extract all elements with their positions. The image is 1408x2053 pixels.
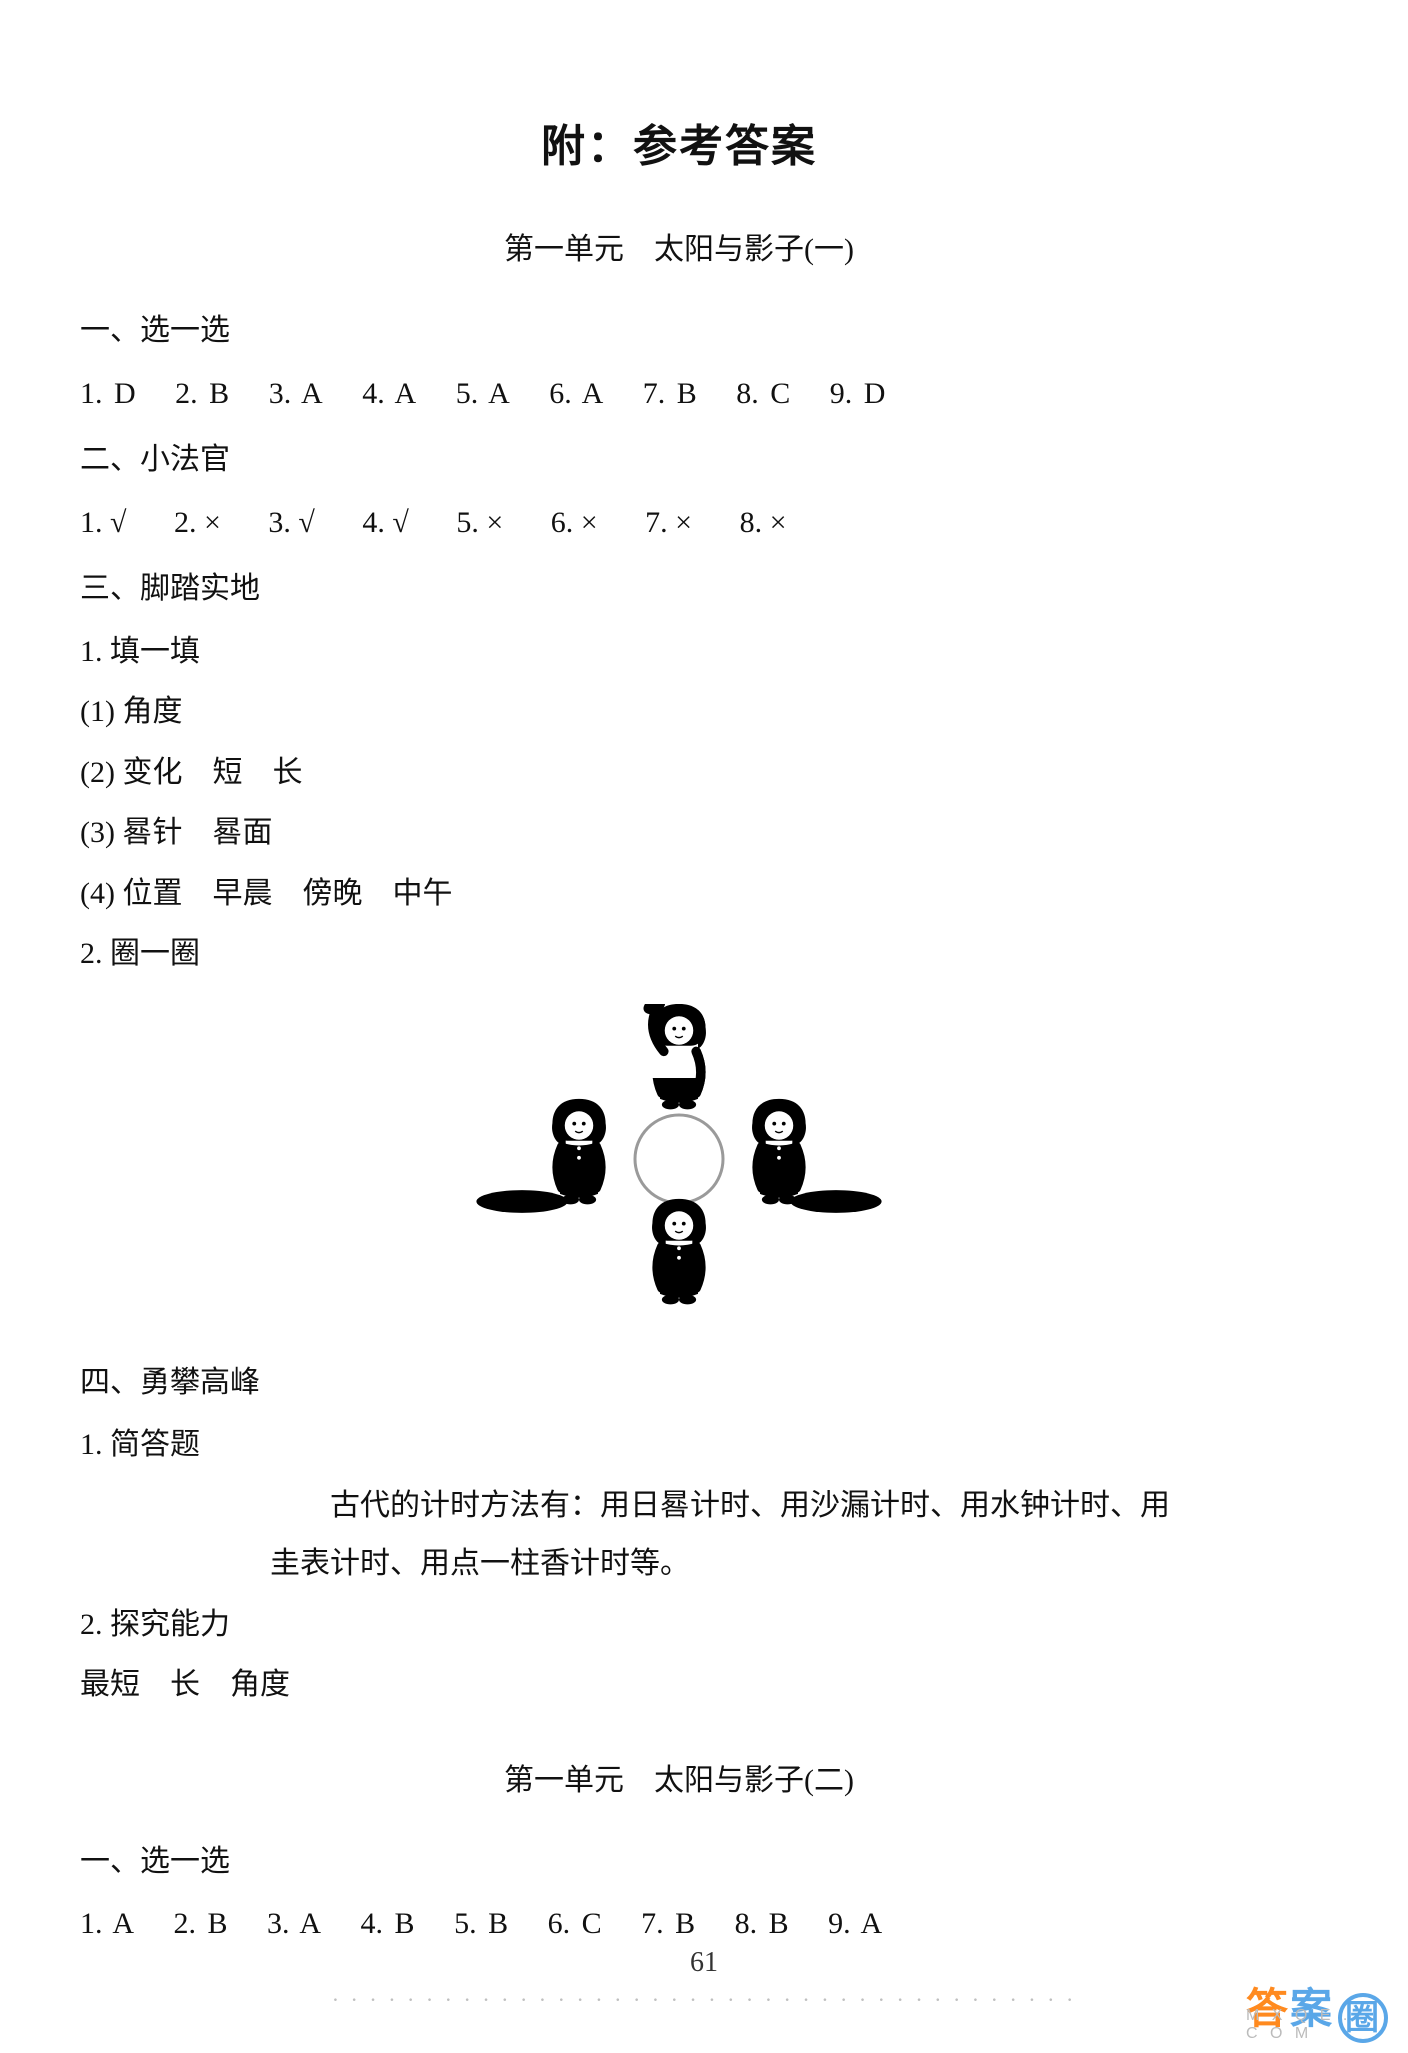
u1-s1-label: 一、选一选 [80, 302, 1278, 361]
u1-s3-q1-i3: (3) 晷针 晷面 [80, 804, 1278, 863]
unit2-heading: 第一单元 太阳与影子(二) [80, 1755, 1278, 1799]
ans: 1. √ [80, 494, 126, 553]
page-number: 61 [0, 1947, 1408, 1979]
u2-s1-label: 一、选一选 [80, 1833, 1278, 1892]
ans: 5. A [456, 365, 510, 424]
ans: 2. × [174, 494, 221, 553]
ans: 3. A [269, 365, 323, 424]
ans: 5. × [456, 494, 503, 553]
u2-s1-answers: 1. A 2. B 3. A 4. B 5. B 6. C 7. B 8. B … [80, 1895, 1278, 1954]
watermark: 答案圈 M X Q E . C O M [1246, 1975, 1388, 2037]
ans: 4. √ [362, 494, 408, 553]
u1-s3-q1-i4: (4) 位置 早晨 傍晚 中午 [80, 865, 1278, 924]
u1-s4-q1-label: 1. 简答题 [80, 1416, 1278, 1475]
u1-s3-q2-label: 2. 圈一圈 [80, 925, 1278, 984]
ans: 7. B [643, 365, 697, 424]
unit1-heading: 第一单元 太阳与影子(一) [80, 224, 1278, 268]
u1-s4-q2-label: 2. 探究能力 [80, 1596, 1278, 1655]
ans: 6. A [549, 365, 603, 424]
ans: 4. B [361, 1895, 415, 1954]
u1-s3-q1-i1: (1) 角度 [80, 683, 1278, 742]
u1-s1-answers: 1. D 2. B 3. A 4. A 5. A 6. A 7. B 8. C … [80, 365, 1278, 424]
ans: 7. × [645, 494, 692, 553]
ans: 8. C [736, 365, 790, 424]
ans: 1. D [80, 365, 136, 424]
ans: 2. B [175, 365, 229, 424]
u1-s2-label: 二、小法官 [80, 431, 1278, 490]
u1-s4-label: 四、勇攀高峰 [80, 1354, 1278, 1413]
u1-s4-q2-text: 最短 长 角度 [80, 1656, 1278, 1715]
ans: 3. A [267, 1895, 321, 1954]
page-title: 附：参考答案 [80, 110, 1278, 174]
u1-s2-answers: 1. √ 2. × 3. √ 4. √ 5. × 6. × 7. × 8. × [80, 494, 1278, 553]
ans: 9. A [828, 1895, 882, 1954]
ans: 9. D [830, 365, 886, 424]
ans: 2. B [174, 1895, 228, 1954]
footer-dots: · · · · · · · · · · · · · · · · · · · · … [0, 1987, 1408, 2013]
u1-s4-q1-text: 古代的计时方法有：用日晷计时、用沙漏计时、用水钟计时、用圭表计时、用点一柱香计时… [270, 1477, 1198, 1594]
u1-s3-q1-label: 1. 填一填 [80, 623, 1278, 682]
ans: 7. B [641, 1895, 695, 1954]
ans: 4. A [362, 365, 416, 424]
ans: 6. C [548, 1895, 602, 1954]
ans: 5. B [454, 1895, 508, 1954]
ans: 8. × [740, 494, 787, 553]
u1-s3-q1-i2: (2) 变化 短 长 [80, 744, 1278, 803]
ans: 1. A [80, 1895, 134, 1954]
ans: 6. × [551, 494, 598, 553]
ans: 3. √ [268, 494, 314, 553]
shadow-diagram [80, 1004, 1278, 1324]
ans: 8. B [735, 1895, 789, 1954]
wm-subtext: M X Q E . C O M [1246, 2007, 1366, 2043]
u1-s3-label: 三、脚踏实地 [80, 560, 1278, 619]
